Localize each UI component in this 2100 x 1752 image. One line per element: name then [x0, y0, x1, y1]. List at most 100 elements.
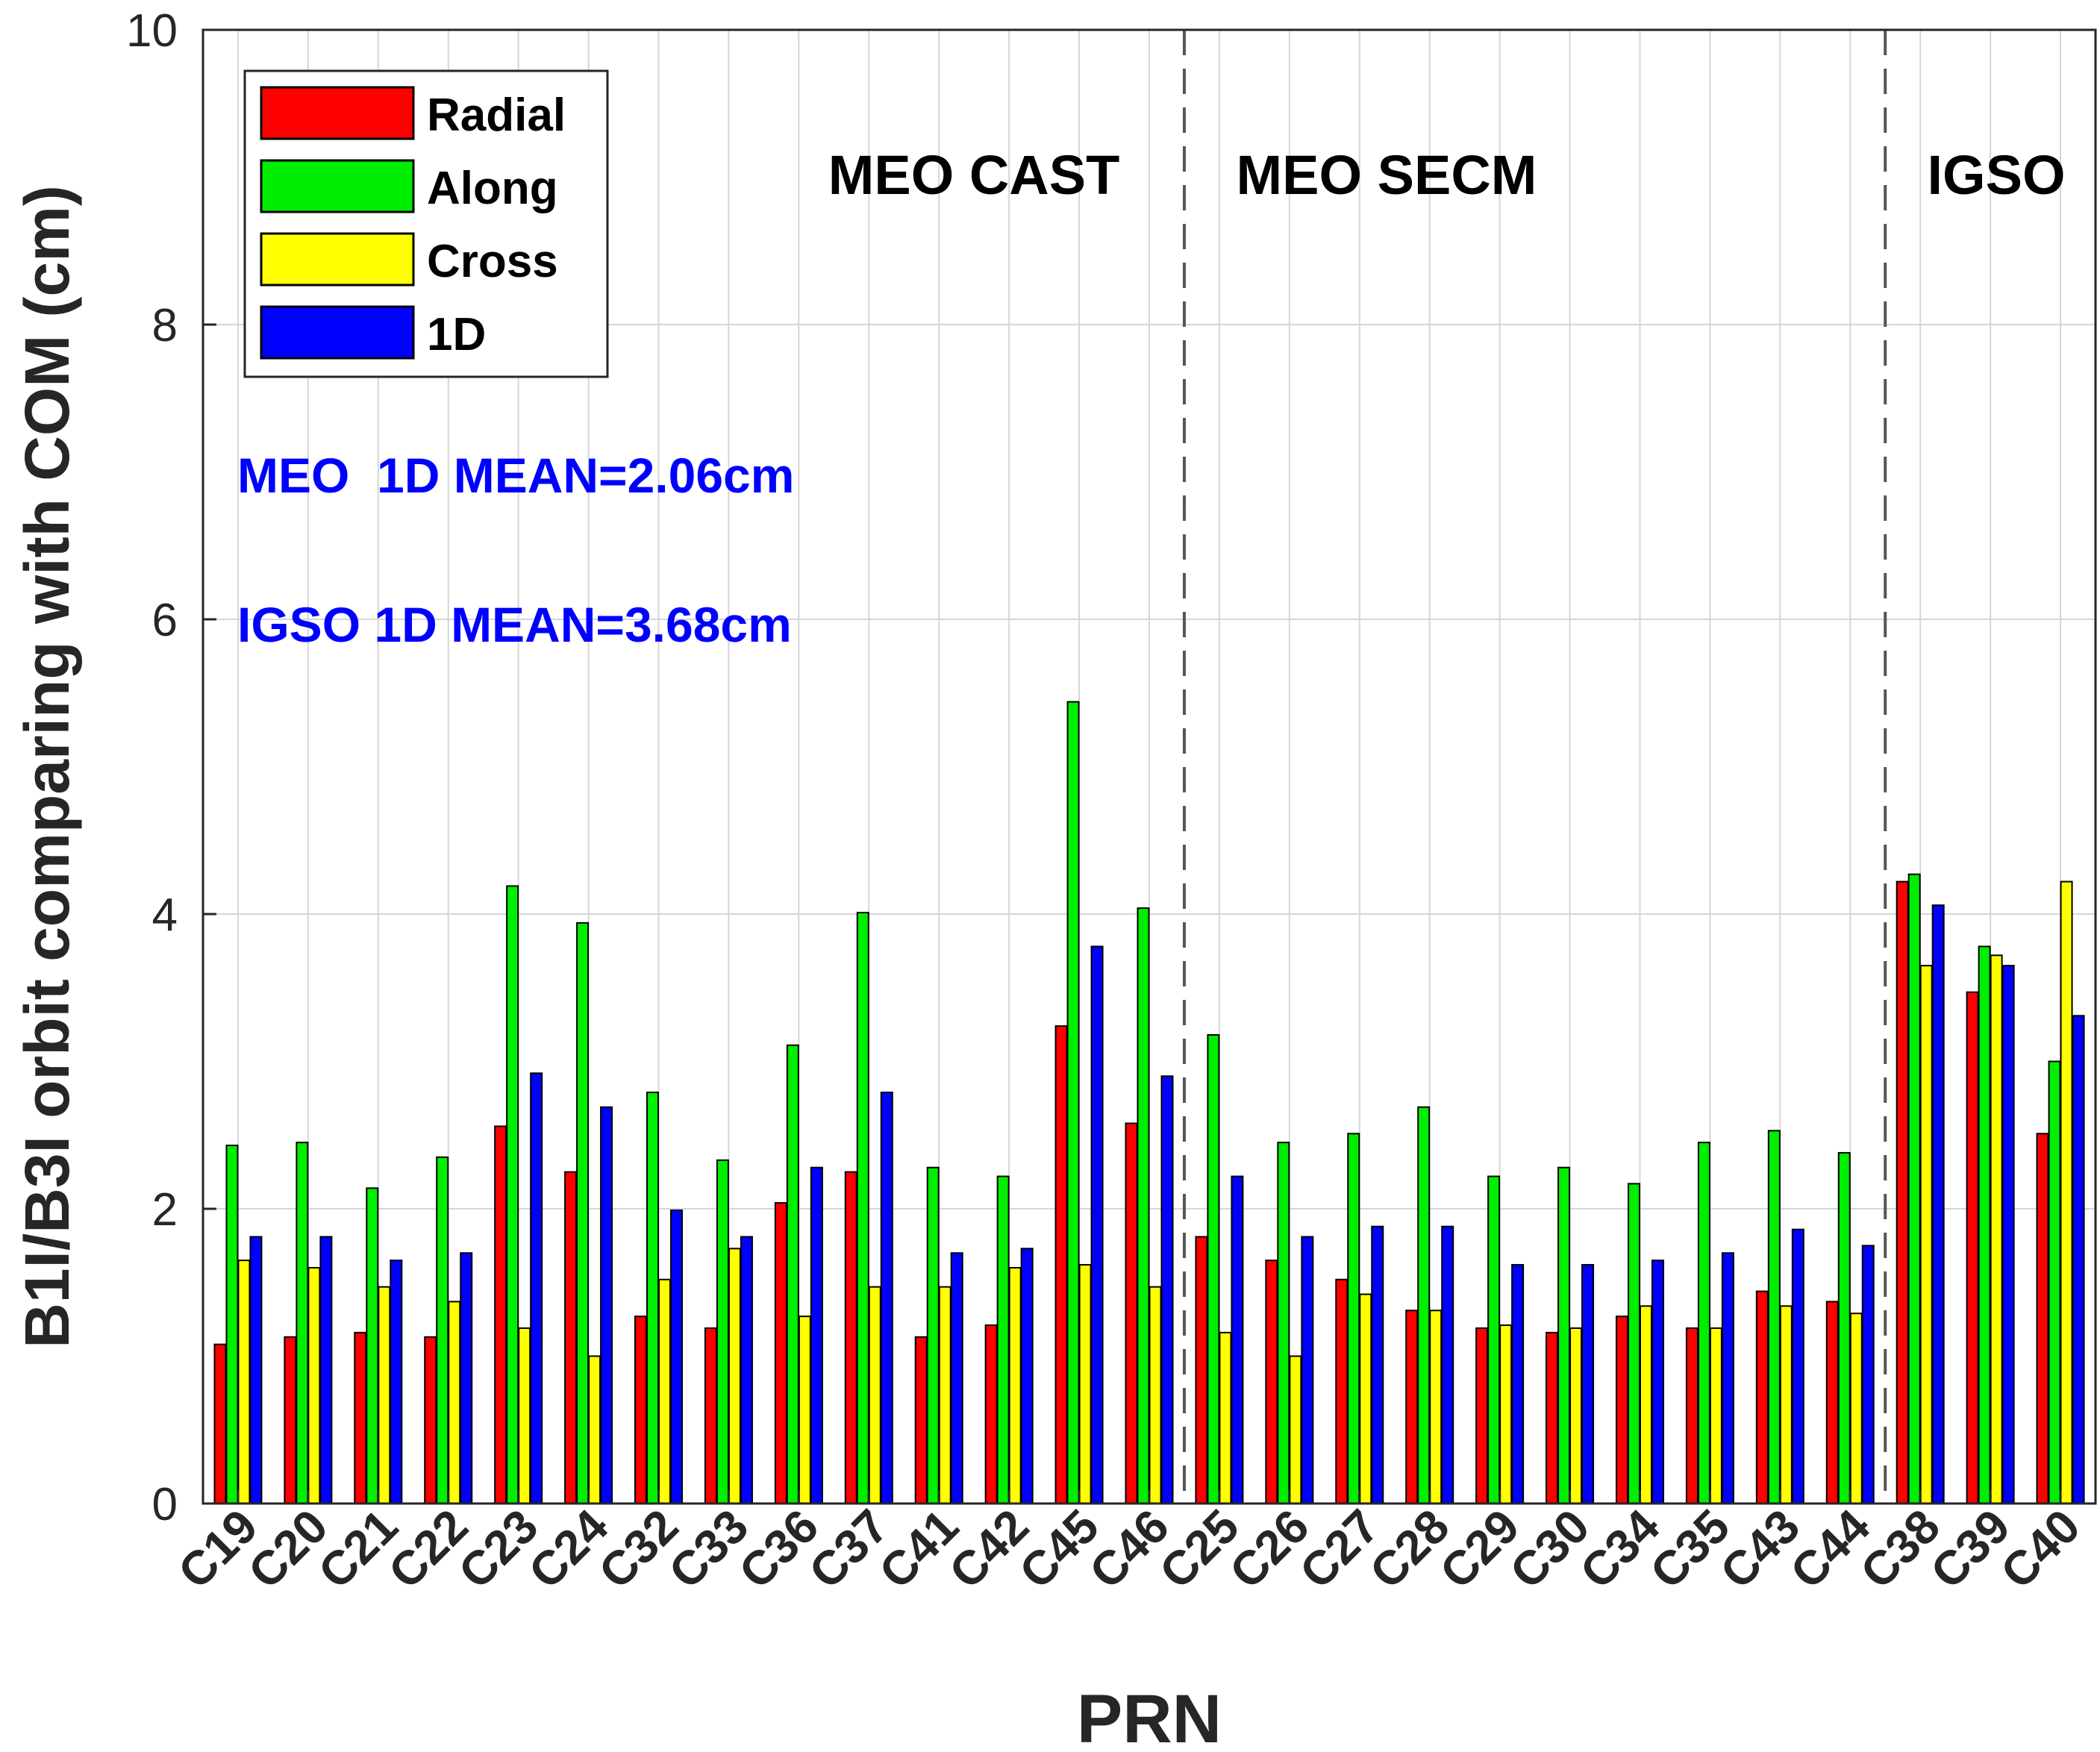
group-label: IGSO [1927, 144, 2065, 206]
bar-radial-c34 [1615, 1315, 1628, 1505]
bar-along-c40 [2048, 1060, 2061, 1504]
bar-radial-c22 [424, 1336, 437, 1504]
bar-radial-c20 [284, 1336, 297, 1504]
y-tick-label: 2 [152, 1184, 178, 1236]
y-axis-ticks: 0 2 4 6 8 10 [126, 5, 216, 1530]
annotations: MEO 1D MEAN=2.06cm IGSO 1D MEAN=3.68cm [237, 448, 794, 652]
legend-label-1d: 1D [427, 309, 486, 360]
bar-cross-c32 [658, 1278, 672, 1505]
legend-label-cross: Cross [427, 236, 558, 287]
bar-1d-c21 [390, 1260, 403, 1504]
bar-along-c33 [716, 1159, 729, 1504]
legend: Radial Along Cross 1D [243, 69, 609, 378]
mean-annotation: IGSO 1D MEAN=3.68cm [237, 597, 792, 652]
bar-1d-c38 [1931, 904, 1945, 1504]
bar-radial-c45 [1054, 1025, 1068, 1504]
bar-radial-c26 [1265, 1260, 1278, 1504]
bar-cross-c20 [307, 1267, 321, 1504]
bar-along-c42 [996, 1175, 1010, 1505]
bar-cross-c25 [1219, 1331, 1232, 1505]
bar-1d-c28 [1441, 1225, 1454, 1504]
bar-radial-c33 [704, 1327, 717, 1504]
legend-swatch-along [260, 159, 415, 213]
bar-radial-c24 [564, 1171, 578, 1504]
bar-cross-c22 [448, 1301, 461, 1505]
bar-cross-c36 [798, 1315, 811, 1505]
bar-cross-c39 [1990, 954, 2003, 1505]
bar-1d-c35 [1721, 1252, 1734, 1504]
bar-cross-c38 [1919, 965, 1933, 1504]
bar-along-c25 [1207, 1033, 1220, 1504]
group-dividers [1182, 30, 1887, 1504]
bar-cross-c26 [1289, 1355, 1302, 1504]
bar-1d-c30 [1581, 1264, 1595, 1505]
bar-along-c28 [1417, 1106, 1431, 1504]
bar-1d-c45 [1090, 945, 1104, 1504]
bar-radial-c46 [1125, 1122, 1138, 1504]
bar-along-c46 [1137, 907, 1150, 1504]
bar-radial-c38 [1896, 880, 1909, 1505]
y-tick-label: 8 [152, 300, 178, 351]
bar-1d-c29 [1511, 1264, 1525, 1505]
bar-radial-c29 [1475, 1327, 1489, 1504]
bar-1d-c26 [1301, 1236, 1314, 1505]
bar-along-c39 [1978, 945, 1991, 1504]
x-axis-label: PRN [1077, 1681, 1222, 1752]
bar-1d-c22 [460, 1252, 473, 1504]
bar-1d-c20 [319, 1236, 333, 1505]
bar-radial-c21 [354, 1331, 367, 1505]
bar-along-c19 [225, 1145, 239, 1504]
bar-cross-c41 [938, 1286, 951, 1505]
y-tick-label: 6 [152, 595, 178, 646]
legend-swatch-1d [260, 305, 415, 360]
bar-along-c26 [1277, 1142, 1290, 1504]
y-tick-label: 10 [126, 5, 178, 57]
bar-cross-c21 [378, 1286, 391, 1505]
legend-swatch-cross [260, 232, 415, 287]
bar-radial-c19 [213, 1343, 227, 1504]
bar-cross-c42 [1008, 1267, 1022, 1504]
bar-1d-c40 [2072, 1015, 2085, 1504]
bar-1d-c44 [1861, 1245, 1875, 1504]
bar-along-c41 [926, 1166, 940, 1504]
bar-cross-c24 [588, 1355, 601, 1504]
y-tick-label: 0 [152, 1479, 178, 1530]
legend-swatch-radial [260, 86, 415, 140]
bar-1d-c24 [600, 1106, 613, 1504]
bar-cross-c35 [1709, 1327, 1722, 1504]
bar-along-c37 [856, 912, 869, 1504]
y-tick-label: 4 [152, 889, 178, 941]
bar-1d-c46 [1160, 1075, 1174, 1504]
bar-along-c22 [436, 1156, 449, 1504]
group-label: MEO SECM [1237, 144, 1537, 206]
bar-cross-c37 [868, 1286, 881, 1505]
legend-label-along: Along [427, 163, 558, 214]
bar-radial-c25 [1195, 1236, 1208, 1505]
bar-1d-c43 [1791, 1228, 1804, 1505]
bar-1d-c27 [1371, 1225, 1384, 1504]
bar-cross-c27 [1359, 1293, 1372, 1505]
bar-1d-c39 [2001, 965, 2015, 1504]
bar-1d-c19 [249, 1236, 263, 1505]
bar-cross-c43 [1779, 1305, 1793, 1504]
bar-1d-c25 [1231, 1175, 1244, 1505]
bar-along-c23 [506, 885, 519, 1504]
bar-along-c29 [1487, 1175, 1501, 1505]
bar-radial-c39 [1966, 991, 1979, 1505]
bar-along-c24 [576, 922, 590, 1504]
mean-annotation: MEO 1D MEAN=2.06cm [237, 448, 794, 503]
bar-1d-c33 [740, 1236, 753, 1505]
bar-along-c44 [1837, 1151, 1851, 1504]
bar-radial-c42 [984, 1324, 998, 1505]
bar-along-c30 [1557, 1166, 1571, 1504]
bar-along-c43 [1767, 1130, 1781, 1504]
bar-1d-c23 [530, 1072, 543, 1505]
bar-radial-c44 [1825, 1301, 1839, 1505]
bar-along-c34 [1627, 1183, 1640, 1505]
bar-radial-c32 [634, 1315, 648, 1505]
group-labels: MEO CAST MEO SECM IGSO [828, 144, 2066, 206]
bar-along-c27 [1347, 1133, 1360, 1505]
bar-radial-c36 [774, 1202, 787, 1504]
bar-radial-c43 [1755, 1290, 1769, 1504]
bar-cross-c23 [518, 1327, 531, 1504]
